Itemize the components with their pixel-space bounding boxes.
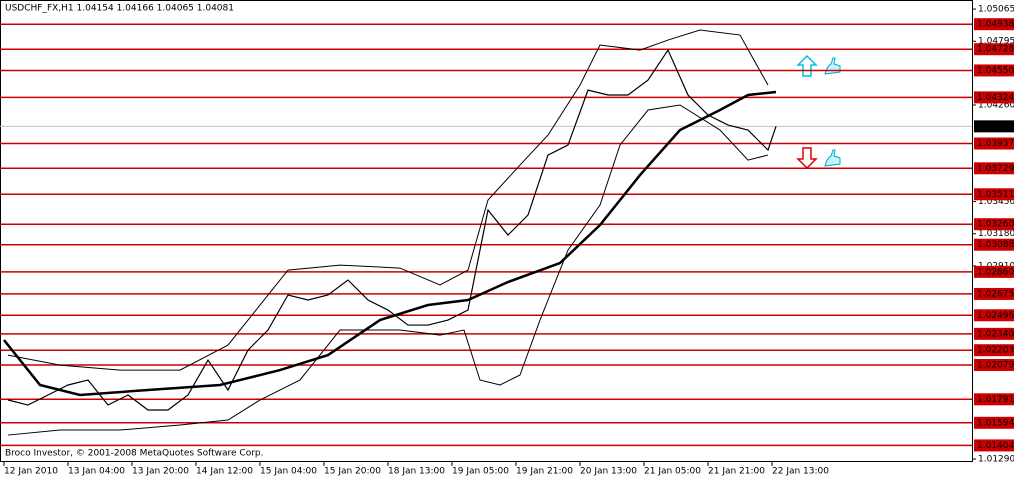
level-label-box xyxy=(974,344,1014,357)
signal-down xyxy=(796,147,841,170)
level-label: 1.03260 xyxy=(977,220,1014,230)
plot-frame xyxy=(0,0,973,462)
level-label-box xyxy=(974,416,1014,429)
level-label: 1.03729 xyxy=(977,164,1014,174)
level-label-box xyxy=(974,238,1014,251)
level-label-box xyxy=(974,43,1014,56)
level-label-box xyxy=(974,309,1014,322)
y-tick-label: 1.04260 xyxy=(978,101,1014,111)
copyright: Broco Investor, © 2001-2008 MetaQuotes S… xyxy=(5,449,264,459)
level-label-box xyxy=(974,439,1014,452)
level-label: 1.03937 xyxy=(977,139,1014,149)
level-label-box xyxy=(974,91,1014,104)
last-price-label: 1.04081 xyxy=(977,122,1014,132)
x-tick-label: 14 Jan 12:00 xyxy=(196,467,253,477)
y-tick-label: 1.03180 xyxy=(978,229,1014,239)
level-label: 1.02860 xyxy=(977,267,1014,277)
level-label: 1.01791 xyxy=(977,395,1014,405)
level-label-box xyxy=(974,287,1014,300)
level-label: 1.04550 xyxy=(977,66,1014,76)
level-label: 1.02496 xyxy=(977,311,1014,321)
level-label: 1.03511 xyxy=(977,190,1014,200)
x-tick-label: 13 Jan 04:00 xyxy=(68,467,125,477)
y-tick-label: 1.01290 xyxy=(978,455,1014,465)
indicator-line xyxy=(7,29,769,371)
level-label: 1.04324 xyxy=(977,93,1014,103)
level-label: 1.03088 xyxy=(977,240,1014,250)
level-label-box xyxy=(974,137,1014,150)
indicator-line xyxy=(3,90,777,397)
level-label-box xyxy=(974,327,1014,340)
x-tick-label: 22 Jan 13:00 xyxy=(772,467,829,477)
level-label: 1.02675 xyxy=(977,289,1014,299)
x-tick-label: 13 Jan 20:00 xyxy=(132,467,189,477)
last-price-box xyxy=(974,120,1014,133)
level-label: 1.02340 xyxy=(977,329,1014,339)
price-line xyxy=(7,48,777,411)
x-tick-label: 18 Jan 13:00 xyxy=(388,467,445,477)
level-label: 1.01594 xyxy=(977,418,1014,428)
y-tick-label: 1.05065 xyxy=(978,5,1014,15)
y-tick-label: 1.04795 xyxy=(978,37,1014,47)
level-label-box xyxy=(974,162,1014,175)
level-label: 1.04938 xyxy=(977,20,1014,30)
level-label-box xyxy=(974,188,1014,201)
chart-title: USDCHF_FX,H1 1.04154 1.04166 1.04065 1.0… xyxy=(5,4,234,14)
level-label: 1.02079 xyxy=(977,360,1014,370)
x-tick-label: 15 Jan 04:00 xyxy=(260,467,317,477)
x-tick-label: 21 Jan 21:00 xyxy=(708,467,765,477)
x-tick-label: 15 Jan 20:00 xyxy=(324,467,381,477)
level-label-box xyxy=(974,393,1014,406)
x-tick-label: 19 Jan 21:00 xyxy=(516,467,573,477)
indicator-line xyxy=(7,104,769,436)
x-tick-label: 12 Jan 2010 xyxy=(4,467,58,477)
level-label-box xyxy=(974,218,1014,231)
y-tick-label: 1.03450 xyxy=(978,197,1014,207)
level-label-box xyxy=(974,358,1014,371)
x-tick-label: 19 Jan 05:00 xyxy=(452,467,509,477)
x-tick-label: 21 Jan 05:00 xyxy=(644,467,701,477)
level-label: 1.04728 xyxy=(977,45,1014,55)
level-label-box xyxy=(974,265,1014,278)
level-label-box xyxy=(974,18,1014,31)
level-label-box xyxy=(974,64,1014,77)
level-label: 1.01404 xyxy=(977,441,1014,451)
x-tick-label: 20 Jan 13:00 xyxy=(580,467,637,477)
level-label: 1.02203 xyxy=(977,346,1014,356)
